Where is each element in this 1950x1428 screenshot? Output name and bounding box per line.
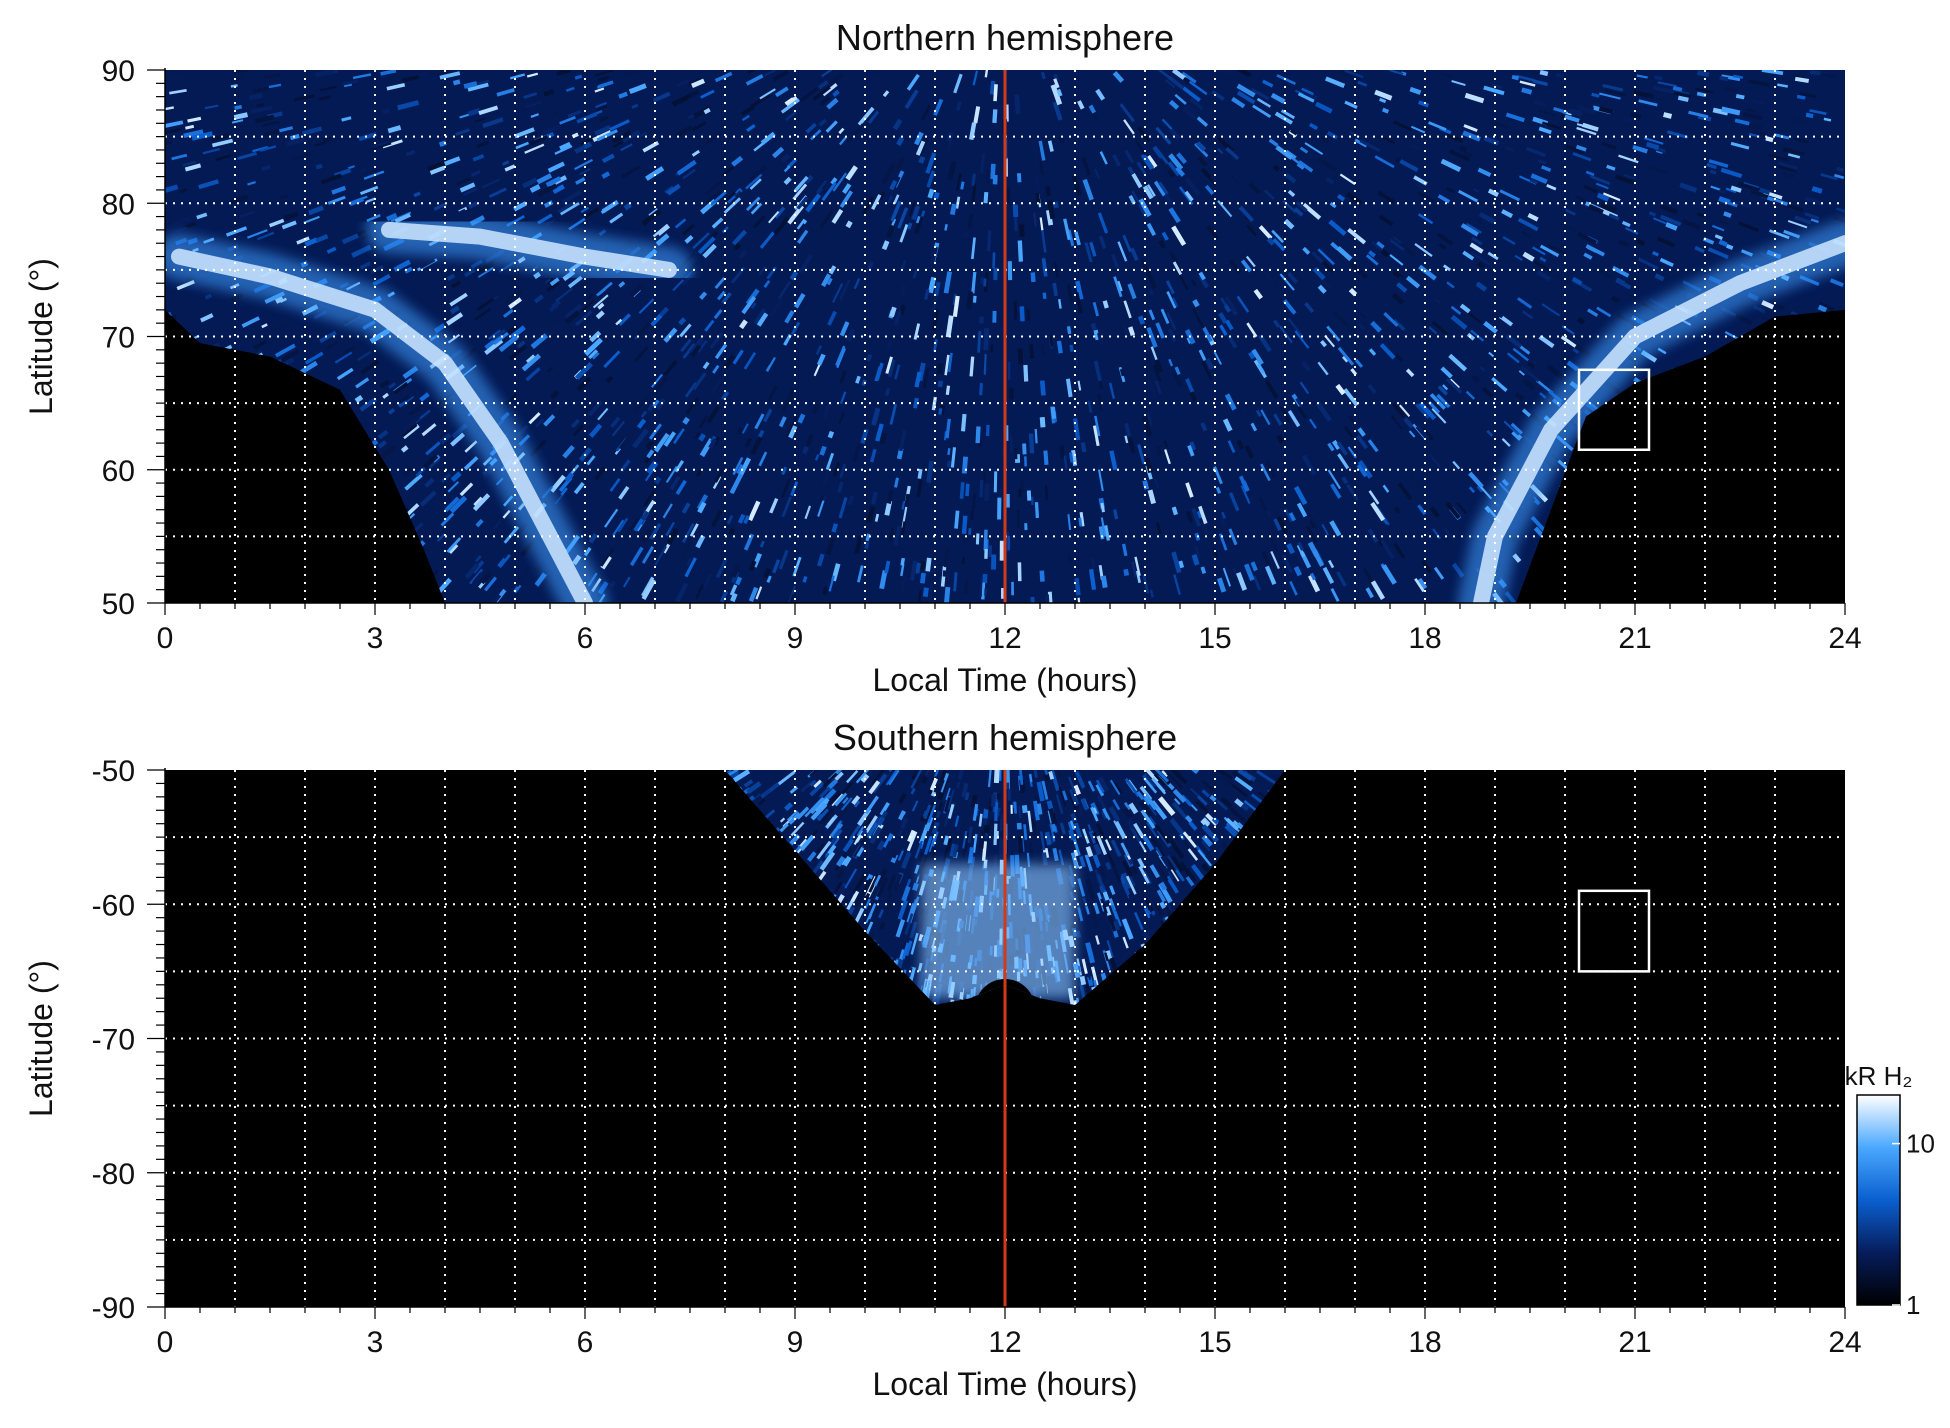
north-y-tick-label: 50 [102, 588, 135, 621]
south-y-tick-label: -80 [92, 1158, 135, 1191]
south-x-tick-label: 18 [1408, 1326, 1441, 1359]
south-x-tick-label: 9 [787, 1326, 804, 1359]
south-y-tick-label: -90 [92, 1292, 135, 1325]
south-bright-region-0 [921, 864, 1075, 998]
south-x-tick-label: 12 [988, 1326, 1021, 1359]
south-x-tick-label: 6 [577, 1326, 594, 1359]
north-y-tick-label: 70 [102, 322, 135, 355]
north-panel: 0 3 6 9 12 15 18 21 24 50 60 70 80 90 Northern hemisph… [23, 17, 1862, 698]
colorbar-tick-label: 1 [1906, 1290, 1920, 1320]
south-x-tick-label: 24 [1828, 1326, 1861, 1359]
north-x-tick-label: 24 [1828, 622, 1861, 655]
south-y-tick-label: -50 [92, 755, 135, 788]
north-x-tick-label: 3 [367, 622, 384, 655]
south-x-axis-label: Local Time (hours) [873, 1366, 1138, 1402]
north-x-tick-label: 6 [577, 622, 594, 655]
south-y-tick-label: -70 [92, 1024, 135, 1057]
north-y-tick-label: 90 [102, 55, 135, 88]
south-panel: 0 3 6 9 12 15 18 21 24 -90 -80 -70 -60 -50 Southern he… [23, 717, 1862, 1402]
south-y-tick-label: -60 [92, 889, 135, 922]
north-y-tick-label: 80 [102, 188, 135, 221]
north-x-tick-label: 0 [157, 622, 174, 655]
colorbar: 1 10 kR H₂ [1845, 1061, 1935, 1320]
north-title: Northern hemisphere [836, 17, 1174, 58]
colorbar-tick-label: 10 [1906, 1129, 1935, 1159]
north-x-tick-label: 18 [1408, 622, 1441, 655]
south-x-tick-label: 0 [157, 1326, 174, 1359]
north-x-tick-label: 9 [787, 622, 804, 655]
north-x-tick-label: 15 [1198, 622, 1231, 655]
north-x-tick-label: 12 [988, 622, 1021, 655]
south-x-tick-label: 21 [1618, 1326, 1651, 1359]
colorbar-label: kR H₂ [1845, 1061, 1913, 1091]
south-x-tick-label: 15 [1198, 1326, 1231, 1359]
north-x-axis-label: Local Time (hours) [873, 662, 1138, 698]
north-x-tick-label: 21 [1618, 622, 1651, 655]
south-x-tick-label: 3 [367, 1326, 384, 1359]
south-y-axis-label: Latitude (°) [23, 960, 59, 1117]
north-y-tick-label: 60 [102, 455, 135, 488]
north-y-axis-label: Latitude (°) [23, 258, 59, 415]
colorbar-gradient [1857, 1095, 1900, 1305]
south-title: Southern hemisphere [833, 717, 1177, 758]
